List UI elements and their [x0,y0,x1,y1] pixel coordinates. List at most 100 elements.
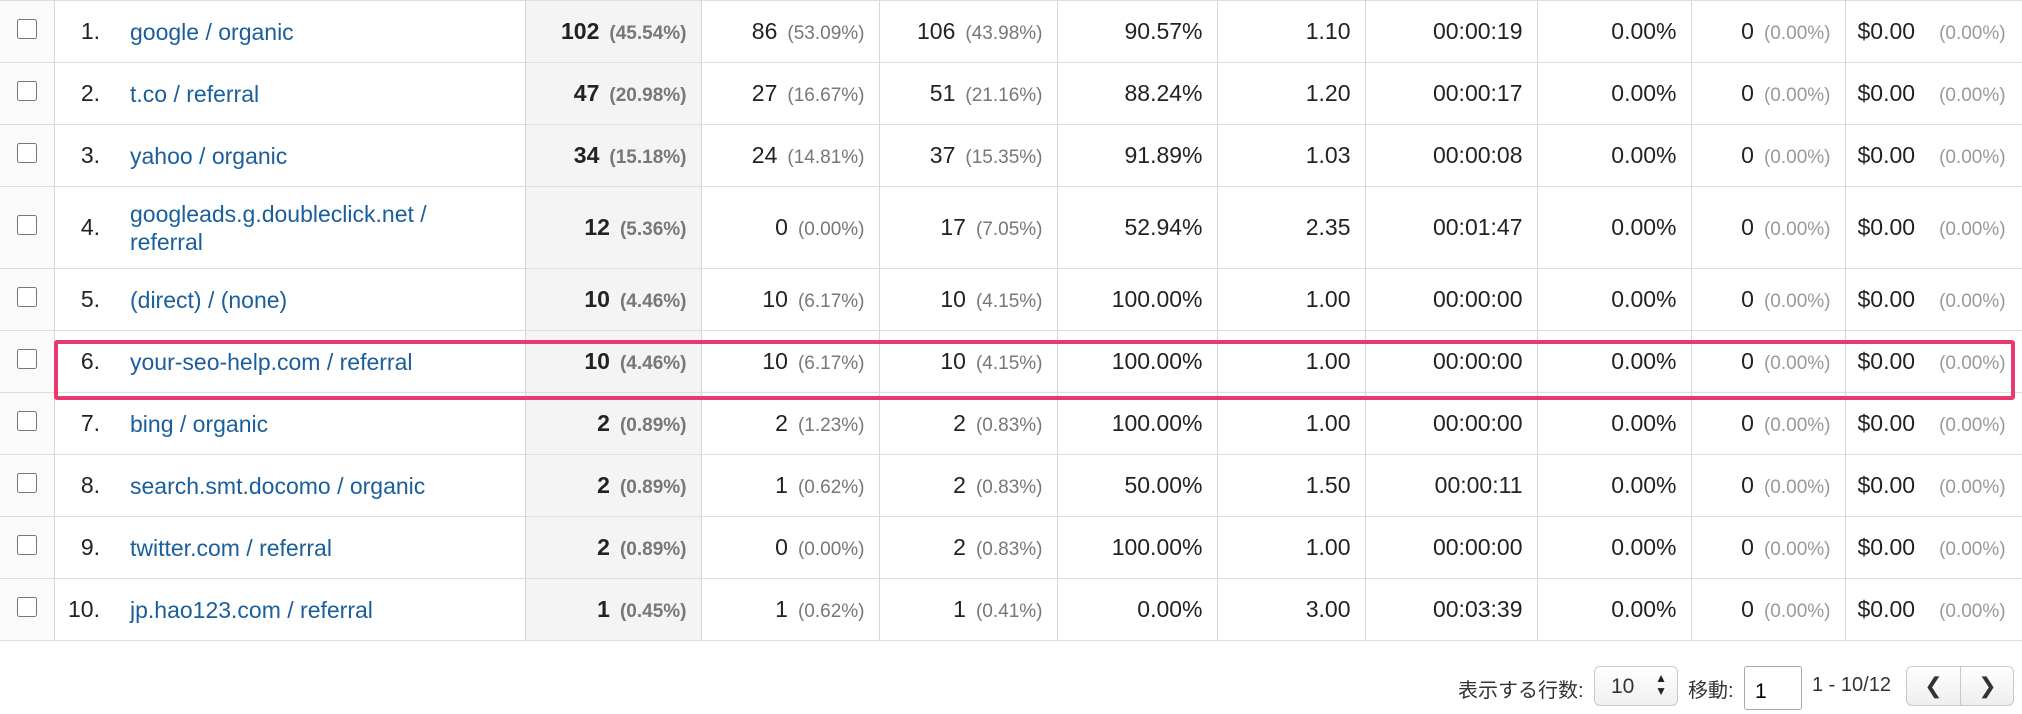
row-checkbox-cell [0,516,55,579]
bounce-rate-value: 100.00% [1111,286,1203,312]
avg-session-duration-value-cell: 00:00:00 [1365,268,1538,331]
bounce-rate-value: 91.89% [1124,142,1203,168]
sessions-value: 10 [584,348,610,374]
table-row: 1. google / organic 102 (45.54%) 86 (53.09%) 1… [0,0,2022,63]
avg-session-duration-value-cell: 00:01:47 [1365,186,1538,269]
new-users-percent: (1.23%) [797,415,865,436]
row-rank-cell: 6. [54,330,106,393]
pages-per-session-value-cell: 1.10 [1217,0,1366,63]
new-sessions-value-cell: 106 (43.98%) [879,0,1058,63]
source-medium-link[interactable]: search.smt.docomo / organic [130,472,426,499]
source-medium-link[interactable]: (direct) / (none) [130,286,288,313]
sessions-value: 2 [597,534,610,560]
source-medium-link[interactable]: twitter.com / referral [130,534,332,561]
row-checkbox[interactable] [16,287,37,307]
goal-completions-value-cell: 0 (0.00%) [1691,578,1846,641]
new-users-percent: (0.62%) [797,601,865,622]
new-users-value-cell: 24 (14.81%) [701,124,880,187]
source-medium-cell: your-seo-help.com / referral [106,330,526,393]
row-checkbox[interactable] [16,81,37,101]
report-table: 1. google / organic 102 (45.54%) 86 (53.09%) 1… [0,0,2022,641]
new-users-value-cell: 27 (16.67%) [701,62,880,125]
new-users-value: 86 [751,18,778,44]
conversion-rate-value-cell: 0.00% [1537,0,1692,63]
new-users-percent: (0.62%) [797,477,865,498]
source-medium-cell: search.smt.docomo / organic [106,454,526,517]
goal-value: $0.00 [1857,80,1916,106]
goal-value: $0.00 [1857,472,1916,498]
row-checkbox[interactable] [16,215,37,235]
new-users-percent: (0.00%) [797,539,865,560]
bounce-rate-value-cell: 50.00% [1057,454,1218,517]
pages-per-session-value: 1.20 [1305,80,1351,106]
conversion-rate-value-cell: 0.00% [1537,578,1692,641]
chevron-left-icon[interactable]: ❮ [1907,667,1961,705]
bounce-rate-value: 88.24% [1124,80,1203,106]
row-rank-cell: 9. [54,516,106,579]
avg-session-duration-value-cell: 00:00:00 [1365,330,1538,393]
avg-session-duration-value: 00:00:00 [1432,410,1523,436]
row-checkbox[interactable] [16,535,37,555]
goal-completions-value: 0 [1741,596,1754,622]
new-sessions-value: 10 [940,286,966,312]
chevron-right-icon[interactable]: ❯ [1978,673,1997,698]
table-row: 3. yahoo / organic 34 (15.18%) 24 (14.81%) 37 (… [0,124,2022,187]
source-medium-link[interactable]: your-seo-help.com / referral [130,348,413,375]
source-medium-link[interactable]: t.co / referral [130,80,260,107]
goto-page-input[interactable] [1744,666,1802,710]
pager: ❮ ❯ [1906,666,2014,706]
goal-value-cell: $0.00 (0.00%) [1845,392,2022,455]
goal-value: $0.00 [1857,286,1916,312]
source-medium-link[interactable]: googleads.g.doubleclick.net / referral [130,200,427,255]
bounce-rate-value-cell: 90.57% [1057,0,1218,63]
row-checkbox[interactable] [16,19,37,39]
row-rank: 9. [80,534,100,560]
rows-per-page-select[interactable]: 10 ▲ ▼ [1594,666,1678,706]
goal-value-percent: (0.00%) [1939,219,2006,240]
sessions-value: 34 [573,142,600,168]
rows-per-page-label: 表示する行数: [1458,680,1584,702]
row-checkbox[interactable] [16,349,37,369]
goal-value-cell: $0.00 (0.00%) [1845,268,2022,331]
new-sessions-percent: (0.83%) [975,415,1043,436]
goal-completions-value-cell: 0 (0.00%) [1691,268,1846,331]
row-checkbox[interactable] [16,597,37,617]
pages-per-session-value-cell: 1.00 [1217,330,1366,393]
row-checkbox[interactable] [16,473,37,493]
sessions-value: 2 [597,410,610,436]
row-checkbox[interactable] [16,143,37,163]
pages-per-session-value-cell: 1.00 [1217,516,1366,579]
avg-session-duration-value: 00:00:17 [1432,80,1523,106]
row-rank: 6. [80,348,100,374]
goal-value-percent: (0.00%) [1939,539,2006,560]
new-sessions-value-cell: 1 (0.41%) [879,578,1058,641]
new-users-value: 1 [775,596,788,622]
new-users-percent: (53.09%) [787,23,865,44]
source-medium-link[interactable]: yahoo / organic [130,142,288,169]
row-checkbox[interactable] [16,411,37,431]
new-users-value: 0 [775,214,788,240]
goal-value: $0.00 [1857,596,1916,622]
new-sessions-value: 10 [940,348,966,374]
goal-completions-value: 0 [1741,286,1754,312]
sessions-value: 102 [561,18,600,44]
goal-value-percent: (0.00%) [1939,85,2006,106]
new-users-value-cell: 2 (1.23%) [701,392,880,455]
goal-completions-percent: (0.00%) [1763,23,1831,44]
sessions-value-cell: 2 (0.89%) [524,454,702,517]
bounce-rate-value-cell: 100.00% [1057,392,1218,455]
sessions-value-cell: 10 (4.46%) [524,268,702,331]
goal-value: $0.00 [1857,142,1916,168]
source-medium-link[interactable]: google / organic [130,18,294,45]
goal-completions-value-cell: 0 (0.00%) [1691,392,1846,455]
new-sessions-value-cell: 17 (7.05%) [879,186,1058,269]
pages-per-session-value: 1.00 [1305,410,1351,436]
source-medium-cell: twitter.com / referral [106,516,526,579]
pages-per-session-value-cell: 3.00 [1217,578,1366,641]
source-medium-link[interactable]: jp.hao123.com / referral [130,596,373,623]
avg-session-duration-value: 00:00:00 [1432,534,1523,560]
source-medium-link[interactable]: bing / organic [130,410,269,437]
table-row: 10. jp.hao123.com / referral 1 (0.45%) 1 (0.6… [0,578,2022,641]
row-rank-cell: 1. [54,0,106,63]
row-rank-cell: 4. [54,186,106,269]
